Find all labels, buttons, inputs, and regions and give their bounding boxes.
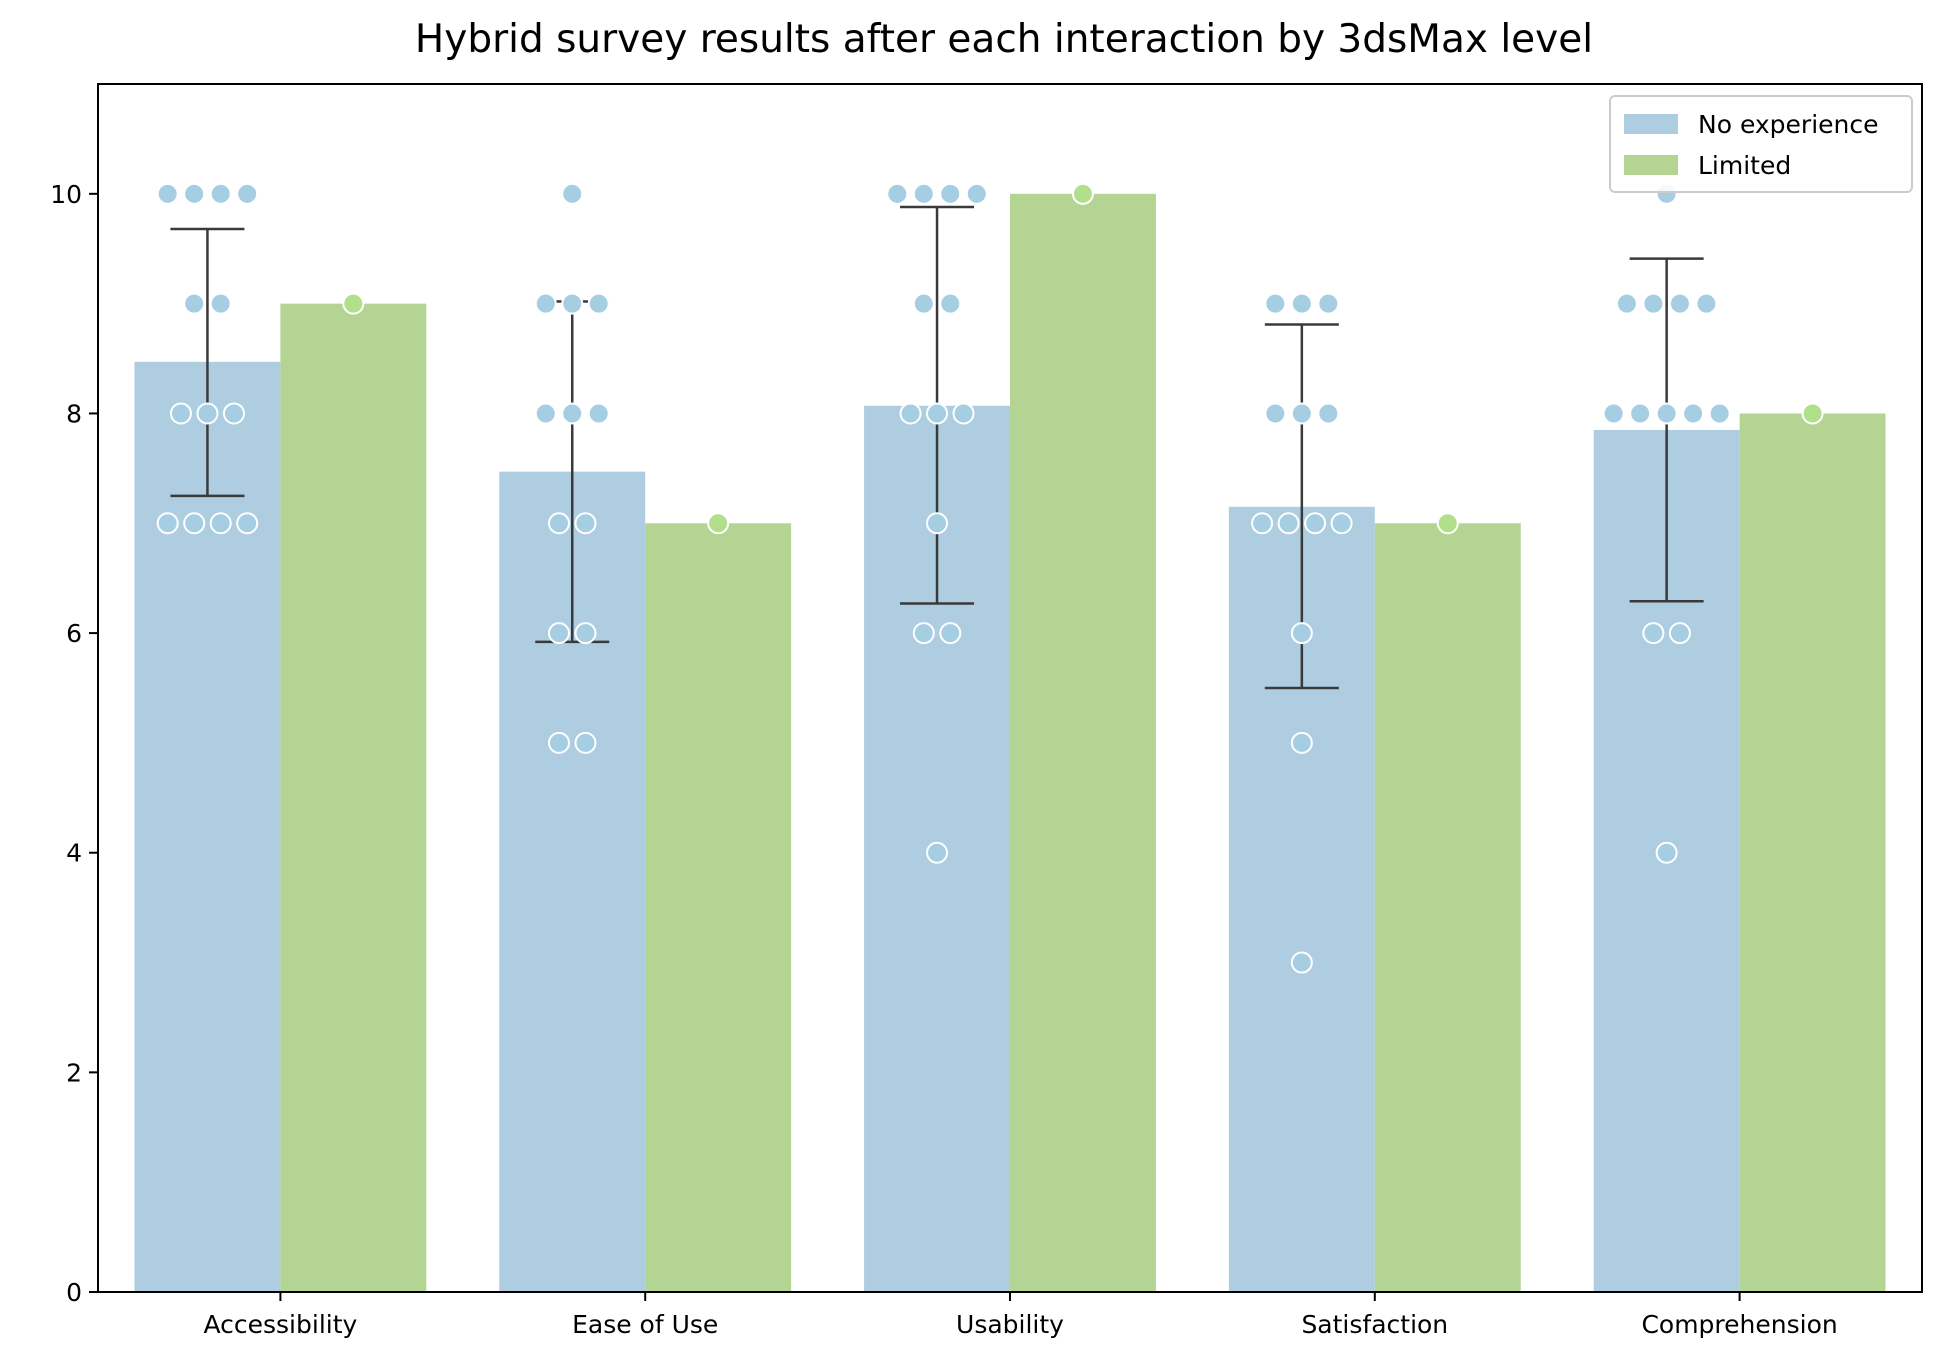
legend-swatch [1624,155,1678,175]
legend-label: Limited [1698,151,1791,180]
data-point [926,402,949,425]
data-point [183,292,206,315]
bar [645,523,792,1292]
data-point [1317,402,1340,425]
data-point [1290,731,1313,754]
data-point [1071,182,1094,205]
data-point [587,292,610,315]
data-point [1290,622,1313,645]
data-point [1602,402,1625,425]
legend-label: No experience [1698,110,1879,139]
data-point [939,622,962,645]
data-point [534,292,557,315]
data-point [222,402,245,425]
data-point [561,292,584,315]
y-tick-label: 8 [66,399,82,428]
data-point [1330,512,1353,535]
bar [1374,523,1521,1292]
data-point [561,182,584,205]
bar [1739,413,1886,1292]
data-point [574,622,597,645]
data-point [156,512,179,535]
x-tick-label: Comprehension [1641,1310,1837,1339]
data-point [912,182,935,205]
data-point [965,182,988,205]
data-point [574,731,597,754]
data-point [183,182,206,205]
x-tick-label: Satisfaction [1301,1310,1448,1339]
data-point [926,512,949,535]
data-point [1801,402,1824,425]
data-point [1708,402,1731,425]
data-point [1264,292,1287,315]
data-point [1290,402,1313,425]
data-point [574,512,597,535]
data-point [926,841,949,864]
data-point [236,512,259,535]
data-point [1317,292,1340,315]
data-point [1642,292,1665,315]
data-point [939,292,962,315]
y-tick-label: 10 [50,180,82,209]
data-point [1668,622,1691,645]
data-point [1277,512,1300,535]
data-point [547,622,570,645]
data-point [209,182,232,205]
data-point [156,182,179,205]
data-point [1668,292,1691,315]
y-tick-label: 4 [66,839,82,868]
data-point [1615,292,1638,315]
data-point [561,402,584,425]
data-point [1436,512,1459,535]
data-point [1655,402,1678,425]
data-point [183,512,206,535]
chart-title: Hybrid survey results after each interac… [415,17,1593,62]
data-point [952,402,975,425]
data-point [1290,292,1313,315]
data-point [1655,841,1678,864]
data-point [886,182,909,205]
legend-box [1609,95,1913,193]
legend-swatch [1624,114,1678,134]
data-point [534,402,557,425]
y-tick-label: 6 [66,619,82,648]
data-point [707,512,730,535]
data-point [236,182,259,205]
data-point [547,512,570,535]
data-point [912,622,935,645]
bar [280,303,427,1292]
data-point [1290,951,1313,974]
data-point [912,292,935,315]
data-point [939,182,962,205]
data-point [1695,292,1718,315]
plot-area: 0 2 4 6 8 10 Accessibility Ease of Use Usability… [50,83,1923,1339]
bar [134,361,281,1293]
data-point [342,292,365,315]
y-tick-label: 0 [66,1278,82,1307]
data-point [169,402,192,425]
data-point [1629,402,1652,425]
x-tick-label: Ease of Use [572,1310,718,1339]
data-point [1251,512,1274,535]
x-tick-label: Usability [956,1310,1064,1339]
data-point [1304,512,1327,535]
data-point [1264,402,1287,425]
legend: No experience Limited [1609,95,1913,193]
data-point [196,402,219,425]
data-point [209,512,232,535]
bar [1010,193,1156,1293]
data-point [547,731,570,754]
data-point [899,402,922,425]
data-point [1642,622,1665,645]
data-point [587,402,610,425]
y-tick-label: 2 [66,1058,82,1087]
x-tick-label: Accessibility [203,1310,357,1339]
data-point [1682,402,1705,425]
data-point [209,292,232,315]
